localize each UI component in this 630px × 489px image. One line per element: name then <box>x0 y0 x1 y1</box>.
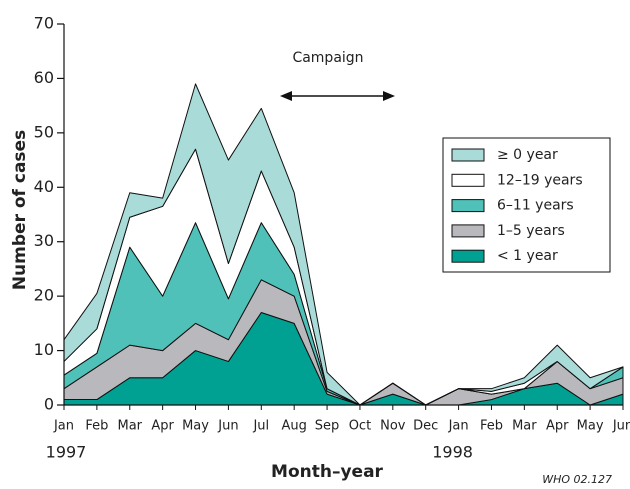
x-tick-label: Aug <box>281 419 306 434</box>
x-tick-label: Dec <box>413 419 438 434</box>
legend-label: ≥ 0 year <box>497 147 558 163</box>
y-tick-label: 50 <box>34 122 54 141</box>
y-axis-label: Number of cases <box>10 130 30 290</box>
x-tick-label: Feb <box>85 419 108 434</box>
legend-swatch <box>451 148 485 162</box>
y-tick-label: 30 <box>34 231 54 250</box>
legend-label: 6–11 years <box>497 198 574 214</box>
y-tick-label: 40 <box>34 177 54 196</box>
campaign-arrow <box>280 91 395 101</box>
legend-swatch <box>451 224 485 238</box>
area <box>63 83 624 406</box>
y-tick-label: 70 <box>34 14 54 33</box>
year-label: 1998 <box>432 443 473 462</box>
legend-label: < 1 year <box>497 248 558 264</box>
x-tick-label: May <box>182 419 209 434</box>
x-tick-label: Jan <box>53 419 74 434</box>
x-tick-label: May <box>577 419 604 434</box>
y-tick-label: 60 <box>34 68 54 87</box>
x-tick-label: Jul <box>252 419 269 434</box>
y-tick-label: 10 <box>34 340 54 359</box>
year-label: 1997 <box>46 443 87 462</box>
x-tick-label: Jun <box>612 419 630 434</box>
x-tick-label: Jan <box>448 419 469 434</box>
legend-label: 12–19 years <box>497 172 583 188</box>
legend: ≥ 0 year 12–19 years 6–11 years 1–5 years < … <box>442 137 611 273</box>
x-tick-label: Oct <box>349 419 371 434</box>
x-axis-label: Month–year <box>271 462 384 482</box>
legend-label: 1–5 years <box>497 223 565 239</box>
legend-swatch <box>451 249 485 263</box>
legend-swatch <box>451 199 485 213</box>
x-tick-label: Sep <box>315 419 340 434</box>
x-tick-label: Apr <box>546 419 569 434</box>
x-tick-label: Feb <box>480 419 503 434</box>
credit: WHO 02.127 <box>542 473 612 486</box>
annotation: Campaign <box>292 50 363 66</box>
x-tick-label: Mar <box>512 419 537 434</box>
legend-swatch <box>451 173 485 187</box>
y-tick-label: 0 <box>44 395 54 414</box>
x-tick-label: Nov <box>380 419 406 434</box>
x-tick-label: Apr <box>151 419 174 434</box>
x-tick-label: Jun <box>217 419 238 434</box>
x-tick-label: Mar <box>117 419 142 434</box>
y-tick-label: 20 <box>34 286 54 305</box>
